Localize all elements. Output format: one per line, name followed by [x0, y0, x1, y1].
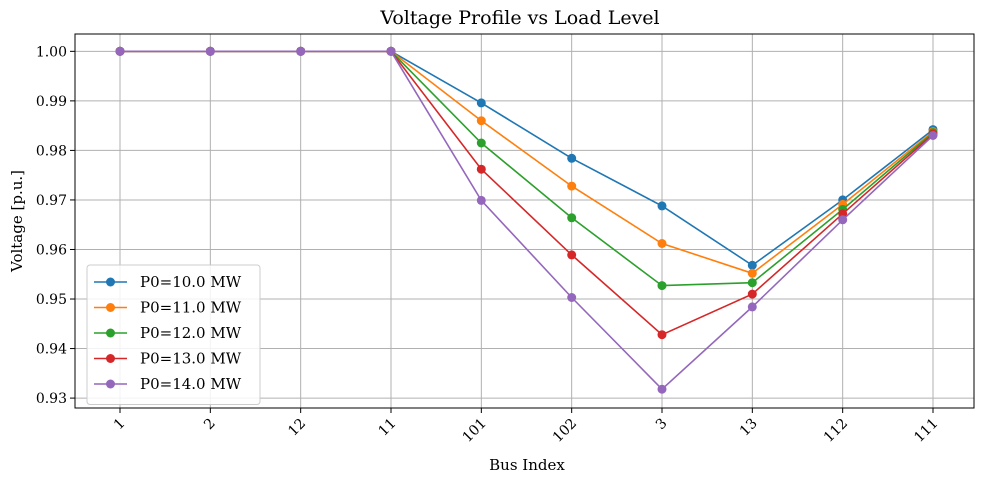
legend-entry-label: P0=11.0 MW — [140, 299, 242, 317]
legend-entry-label: P0=13.0 MW — [140, 350, 242, 368]
x-axis-label: Bus Index — [489, 456, 565, 474]
y-tick-label: 0.98 — [36, 143, 67, 159]
legend-swatch-marker — [106, 354, 115, 363]
legend-box — [86, 264, 261, 405]
x-tick-label: 112 — [821, 416, 851, 446]
data-point — [747, 268, 757, 278]
y-tick-label: 0.95 — [36, 292, 67, 308]
data-point — [567, 293, 577, 302]
data-point — [657, 239, 667, 248]
legend-swatch-marker — [106, 277, 115, 287]
y-axis-label: Voltage [p.u.] — [8, 170, 26, 273]
data-point — [476, 98, 486, 108]
chart-title: Voltage Profile vs Load Level — [379, 7, 659, 29]
legend-swatch-marker — [106, 303, 115, 312]
data-point — [567, 250, 577, 260]
legend-swatch-marker — [106, 328, 115, 338]
data-point — [115, 46, 125, 56]
data-point — [838, 215, 848, 225]
series-line — [120, 50, 934, 391]
legend-entry-label: P0=10.0 MW — [140, 273, 242, 291]
data-point — [567, 181, 577, 191]
data-point — [205, 46, 215, 56]
legend-swatch-marker — [106, 379, 115, 389]
data-point — [386, 46, 396, 56]
y-tick-label: 0.93 — [36, 391, 67, 407]
series-lines — [115, 46, 938, 394]
y-tick-label: 0.94 — [36, 342, 67, 358]
y-tick-label: 0.97 — [36, 193, 67, 209]
data-point — [567, 213, 577, 223]
x-tick-label: 11 — [376, 416, 400, 440]
legend: P0=10.0 MW P0=11.0 MW P0=12.0 MW P0=13.0 MW… — [86, 264, 261, 405]
data-point — [747, 289, 757, 299]
data-point — [296, 46, 306, 56]
x-tick-label: 102 — [550, 416, 580, 446]
x-tick-label: 1 — [111, 416, 129, 434]
x-tick-label: 111 — [911, 416, 941, 446]
y-tick-label: 0.96 — [36, 242, 67, 258]
x-tick-label: 12 — [285, 416, 309, 440]
data-point — [928, 131, 938, 140]
plot-area — [74, 33, 975, 409]
y-tick-label: 0.99 — [36, 94, 67, 110]
data-point — [567, 153, 577, 163]
data-point — [657, 330, 667, 340]
x-tick-label: 101 — [460, 416, 490, 446]
x-tick-label: 3 — [653, 416, 671, 434]
data-point — [747, 260, 757, 270]
legend-entry-label: P0=14.0 MW — [140, 375, 242, 393]
data-point — [476, 195, 486, 205]
data-point — [657, 384, 667, 394]
x-tick-label: 2 — [201, 416, 219, 434]
data-point — [476, 138, 486, 148]
series-line — [120, 50, 934, 275]
data-point — [657, 201, 667, 211]
data-point — [747, 278, 757, 288]
series-line — [120, 50, 934, 267]
y-tick-label: 1.00 — [36, 44, 67, 60]
data-point — [657, 281, 667, 291]
x-tick-label: 13 — [737, 416, 761, 440]
legend-entry-label: P0=12.0 MW — [140, 324, 242, 342]
data-point — [476, 164, 486, 174]
data-point — [747, 302, 757, 312]
data-point — [476, 116, 486, 126]
